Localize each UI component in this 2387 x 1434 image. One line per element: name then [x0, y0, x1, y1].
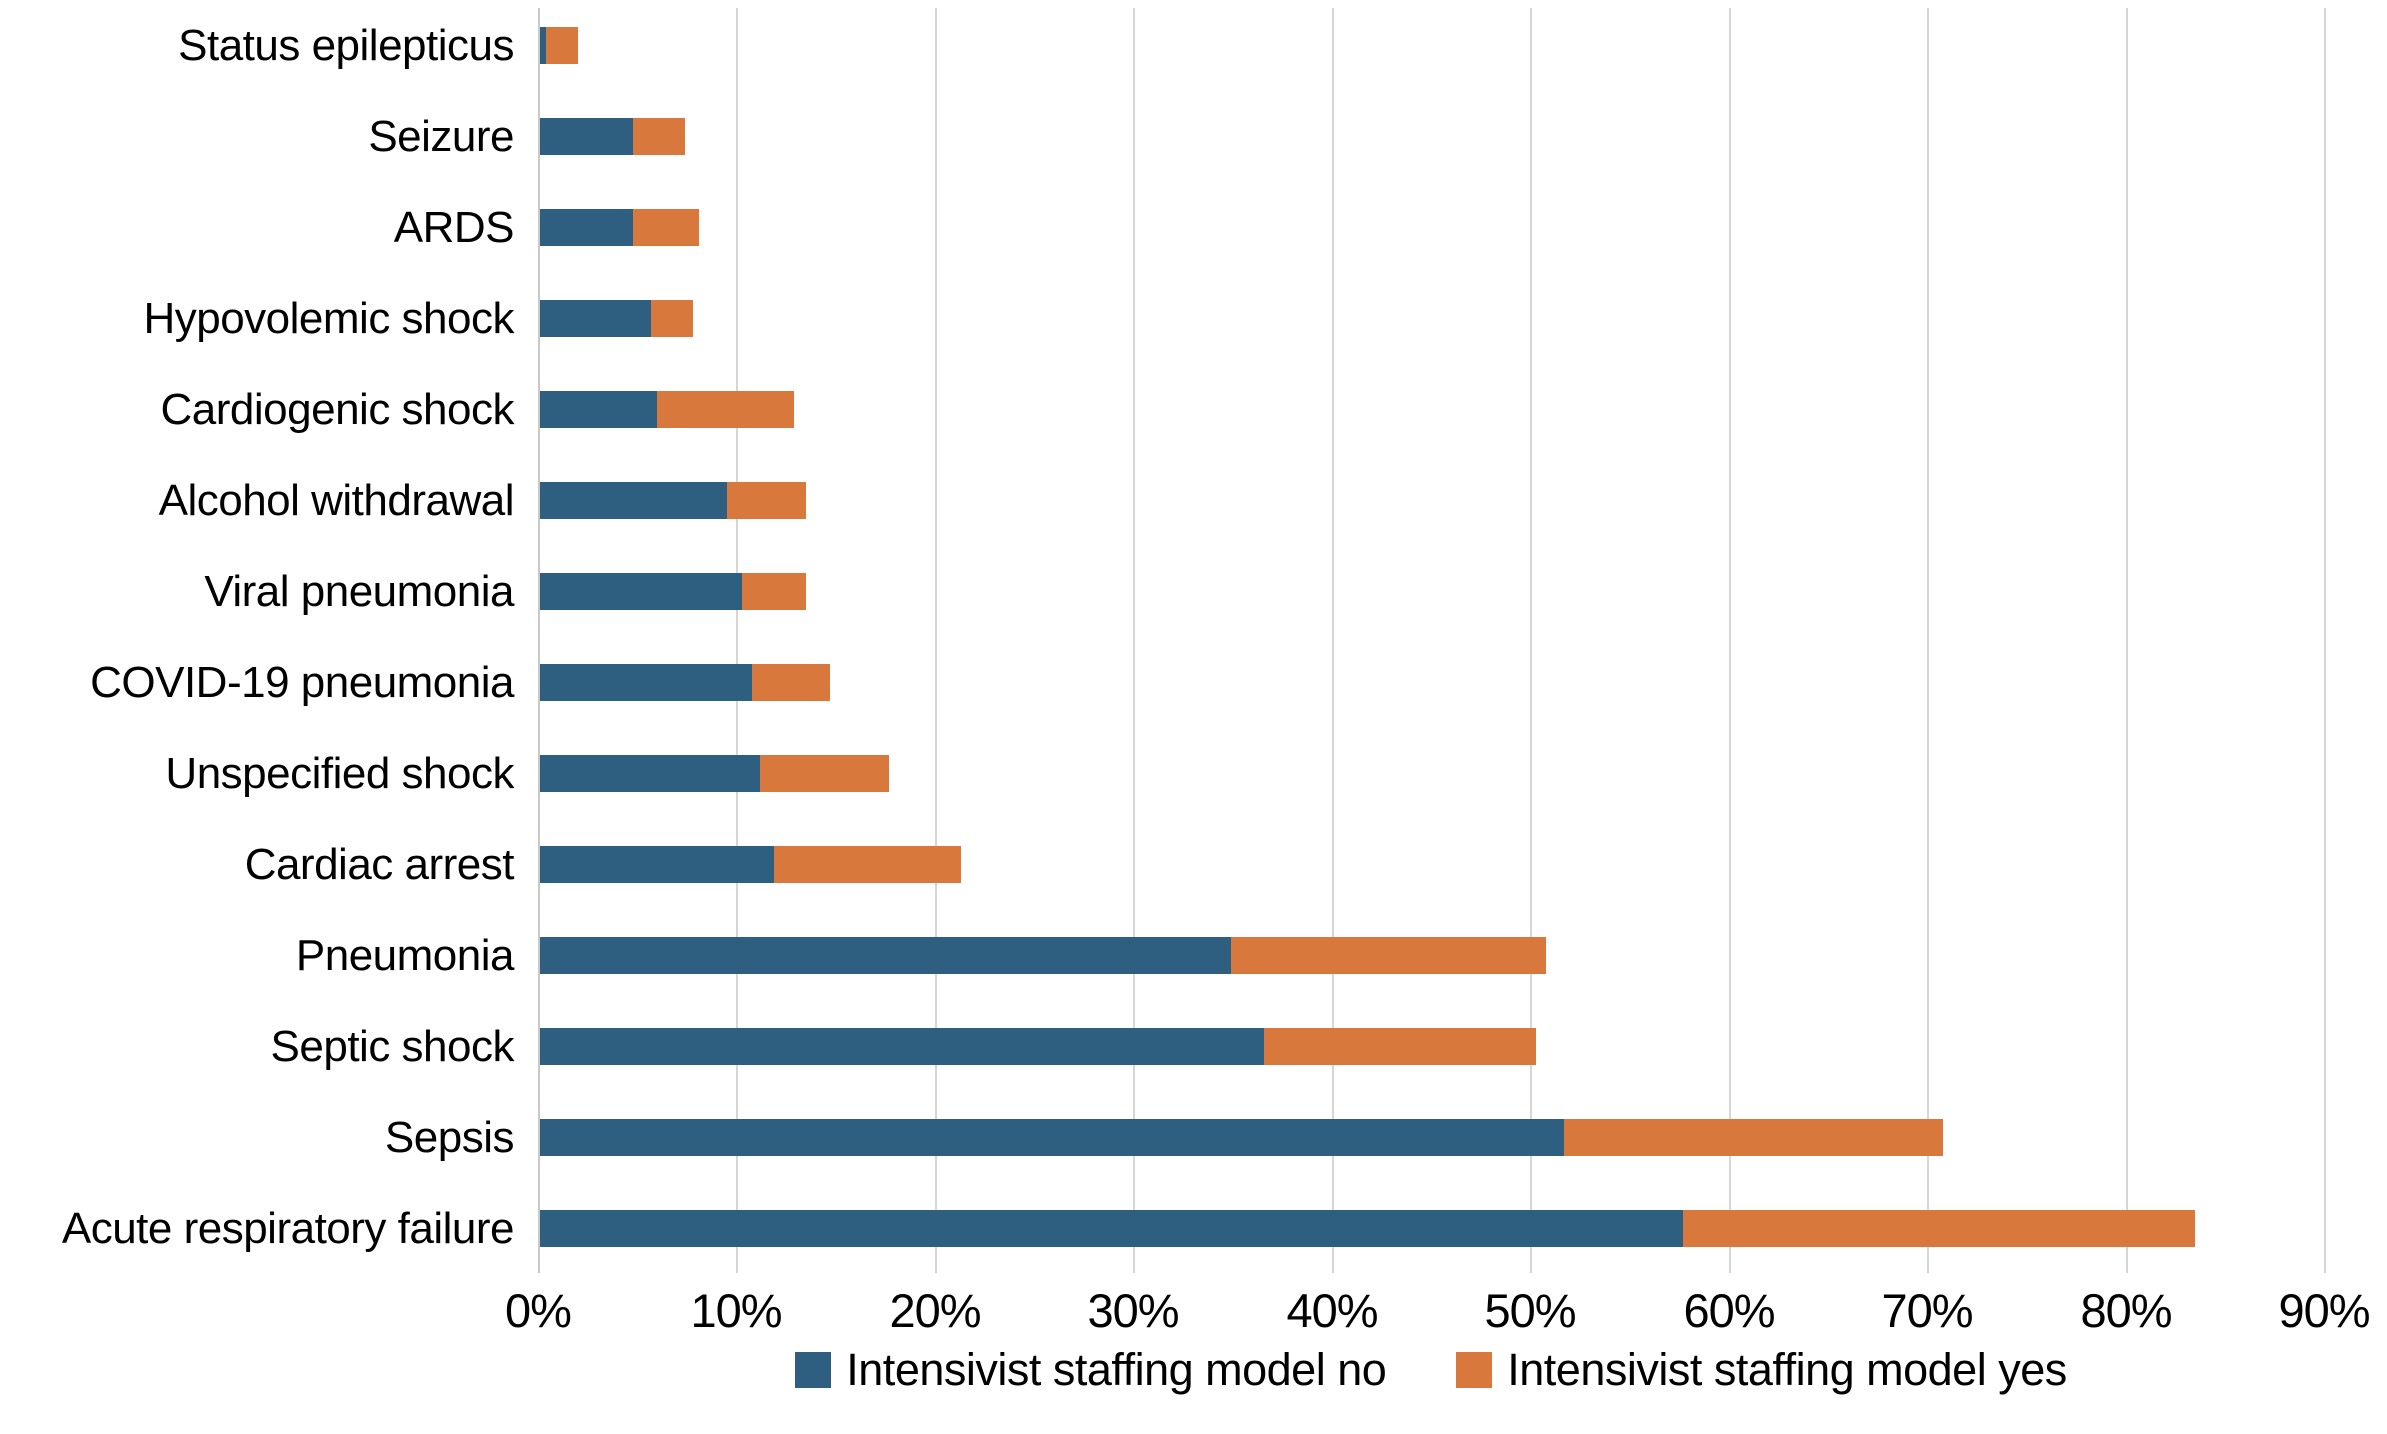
bar-segment-yes — [774, 846, 961, 883]
bar-segment-no — [540, 1119, 1564, 1156]
category-label: Acute respiratory failure — [61, 1203, 515, 1253]
gridline — [1729, 8, 1731, 1273]
bar-segment-no — [540, 391, 658, 428]
bar-row — [540, 937, 1547, 974]
legend-item-yes: Intensivist staffing model yes — [1456, 1344, 2067, 1396]
x-tick-label: 70% — [1881, 1284, 1973, 1337]
bar-row — [540, 300, 693, 337]
bar-row — [540, 391, 794, 428]
bar-segment-yes — [726, 482, 806, 519]
legend: Intensivist staffing model no Intensivist… — [538, 1344, 2324, 1396]
category-label: Seizure — [368, 111, 514, 161]
bar-segment-no — [540, 573, 743, 610]
bar-row — [540, 1028, 1537, 1065]
category-label: Cardiac arrest — [244, 839, 515, 889]
bar-segment-yes — [1564, 1119, 1943, 1156]
bar-segment-no — [540, 300, 652, 337]
bar-segment-yes — [657, 391, 794, 428]
bar-row — [540, 1119, 1943, 1156]
category-label: Septic shock — [270, 1021, 515, 1071]
bar-row — [540, 1210, 2195, 1247]
category-label: Hypovolemic shock — [143, 293, 514, 343]
category-label: Alcohol withdrawal — [158, 475, 515, 525]
bar-segment-no — [540, 209, 634, 246]
bar-row — [540, 118, 685, 155]
bar-segment-yes — [546, 27, 578, 64]
bar-segment-yes — [760, 755, 890, 792]
x-tick-label: 60% — [1683, 1284, 1775, 1337]
bar-segment-yes — [1264, 1028, 1537, 1065]
x-tick-label: 0% — [505, 1284, 572, 1337]
bar-segment-yes — [651, 300, 693, 337]
gridline — [935, 8, 937, 1273]
legend-label: Intensivist staffing model no — [846, 1344, 1387, 1395]
bar-segment-yes — [752, 664, 830, 701]
legend-item-no: Intensivist staffing model no — [795, 1344, 1387, 1396]
bar-segment-no — [540, 755, 761, 792]
plot-area — [538, 8, 2326, 1273]
bar-segment-no — [540, 846, 775, 883]
x-tick-label: 10% — [690, 1284, 782, 1337]
gridline — [2324, 8, 2326, 1273]
bar-segment-no — [540, 664, 753, 701]
x-tick-label: 90% — [2278, 1284, 2370, 1337]
gridline — [736, 8, 738, 1273]
category-label: ARDS — [393, 202, 515, 252]
x-tick-label: 20% — [889, 1284, 981, 1337]
gridline — [1927, 8, 1929, 1273]
category-label: COVID-19 pneumonia — [90, 657, 514, 707]
category-label: Unspecified shock — [165, 748, 514, 798]
bar-segment-no — [540, 27, 546, 64]
bar-row — [540, 755, 890, 792]
x-tick-label: 50% — [1484, 1284, 1576, 1337]
gridline — [1133, 8, 1135, 1273]
gridline — [1332, 8, 1334, 1273]
category-label: Viral pneumonia — [204, 566, 514, 616]
gridline — [1530, 8, 1532, 1273]
bar-segment-no — [540, 1028, 1265, 1065]
bar-segment-yes — [1230, 937, 1547, 974]
legend-label: Intensivist staffing model yes — [1507, 1344, 2067, 1395]
legend-swatch-icon — [795, 1352, 832, 1388]
bar-segment-yes — [633, 209, 699, 246]
gridline — [2126, 8, 2128, 1273]
bar-row — [540, 573, 806, 610]
category-label: Sepsis — [384, 1112, 515, 1162]
y-axis-line — [538, 8, 540, 1273]
bar-segment-no — [540, 1210, 1683, 1247]
bar-row — [540, 846, 961, 883]
bar-segment-no — [540, 118, 634, 155]
bar-row — [540, 482, 806, 519]
bar-row — [540, 664, 830, 701]
bar-row — [540, 209, 699, 246]
category-label: Status epilepticus — [178, 20, 514, 70]
bar-row — [540, 27, 578, 64]
category-label: Cardiogenic shock — [160, 384, 515, 434]
bar-segment-no — [540, 482, 727, 519]
bar-segment-yes — [1683, 1210, 2195, 1247]
x-tick-label: 30% — [1087, 1284, 1179, 1337]
legend-swatch-icon — [1456, 1352, 1493, 1388]
bar-segment-yes — [633, 118, 685, 155]
bar-segment-yes — [742, 573, 806, 610]
x-tick-label: 80% — [2080, 1284, 2172, 1337]
category-label: Pneumonia — [295, 930, 515, 980]
bar-segment-no — [540, 937, 1231, 974]
x-tick-label: 40% — [1286, 1284, 1378, 1337]
